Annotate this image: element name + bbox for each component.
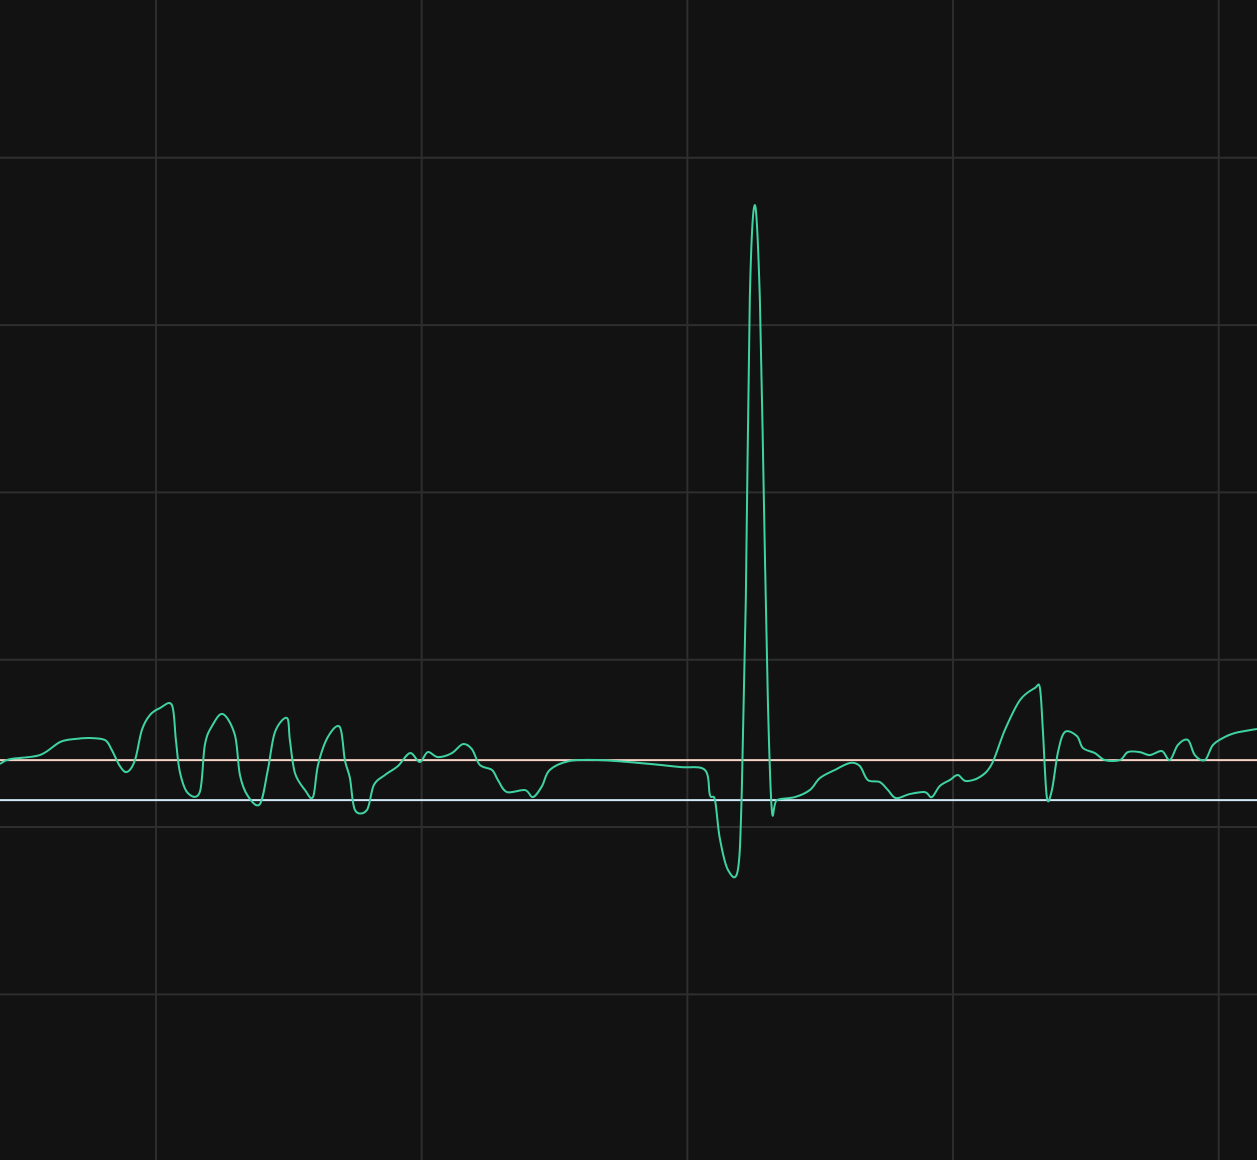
series-group — [0, 203, 1257, 879]
signal-line — [0, 203, 1257, 879]
